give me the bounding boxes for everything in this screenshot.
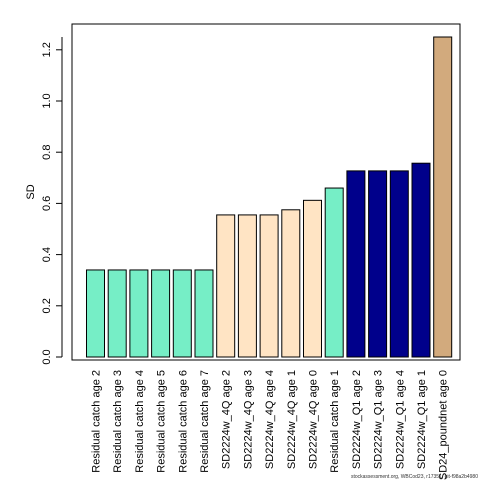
x-tick-label: Residual catch age 7 — [199, 370, 211, 473]
x-tick-label: Residual catch age 3 — [112, 370, 124, 473]
y-tick-label: 1.2 — [41, 42, 53, 57]
bar — [107, 269, 127, 358]
y-tick-label: 0.4 — [41, 247, 53, 262]
y-axis-title: SD — [25, 184, 37, 199]
y-tick-label: 0.0 — [41, 349, 53, 364]
x-tick-label: SD2224w_Q1 age 3 — [373, 370, 385, 469]
x-tick-label: SD2224w_4Q age 4 — [264, 370, 276, 469]
x-tick-label: SD2224w_Q1 age 4 — [394, 370, 406, 469]
x-tick-label: SD2224w_4Q age 3 — [242, 370, 254, 469]
bar — [216, 214, 236, 358]
y-axis: 0.0 0.2 0.4 0.6 0.8 1.0 1.2 — [41, 37, 63, 365]
footer-credit: stockassessment.org, WBCod23, r17351, gi… — [351, 474, 478, 480]
x-tick-labels: Residual catch age 2 Residual catch age 3… — [91, 370, 450, 480]
bar — [172, 269, 192, 358]
bar — [151, 269, 171, 358]
plot-frame — [71, 23, 461, 361]
bar — [281, 209, 301, 358]
bar — [411, 162, 431, 358]
bar — [129, 269, 149, 358]
y-tick-label: 0.2 — [41, 298, 53, 313]
bar — [194, 269, 214, 358]
x-tick-label: Residual catch age 1 — [329, 370, 341, 473]
x-tick-label: Residual catch age 6 — [177, 370, 189, 473]
bar — [259, 214, 279, 358]
bar — [368, 170, 388, 358]
x-tick-label: Residual catch age 5 — [156, 370, 168, 473]
bar — [324, 187, 344, 358]
x-tick-label: SD24_poundnet age 0 — [438, 370, 450, 480]
bar — [389, 170, 409, 358]
x-tick-label: Residual catch age 2 — [91, 370, 103, 473]
bar — [346, 170, 366, 358]
bar — [86, 269, 105, 358]
y-tick-label: 0.6 — [41, 196, 53, 211]
x-tick-label: SD2224w_4Q age 2 — [221, 370, 233, 469]
y-tick-label: 1.0 — [41, 93, 53, 108]
y-tick-label: 0.8 — [41, 145, 53, 160]
x-tick-label: Residual catch age 4 — [134, 370, 146, 473]
bar — [433, 36, 453, 358]
bar — [237, 214, 257, 358]
x-tick-label: SD2224w_4Q age 1 — [286, 370, 298, 469]
bars-group — [86, 36, 453, 358]
x-tick-label: SD2224w_Q1 age 1 — [416, 370, 428, 469]
x-tick-label: SD2224w_4Q age 0 — [308, 370, 320, 469]
x-tick-label: SD2224w_Q1 age 2 — [351, 370, 363, 469]
bar — [303, 199, 322, 358]
